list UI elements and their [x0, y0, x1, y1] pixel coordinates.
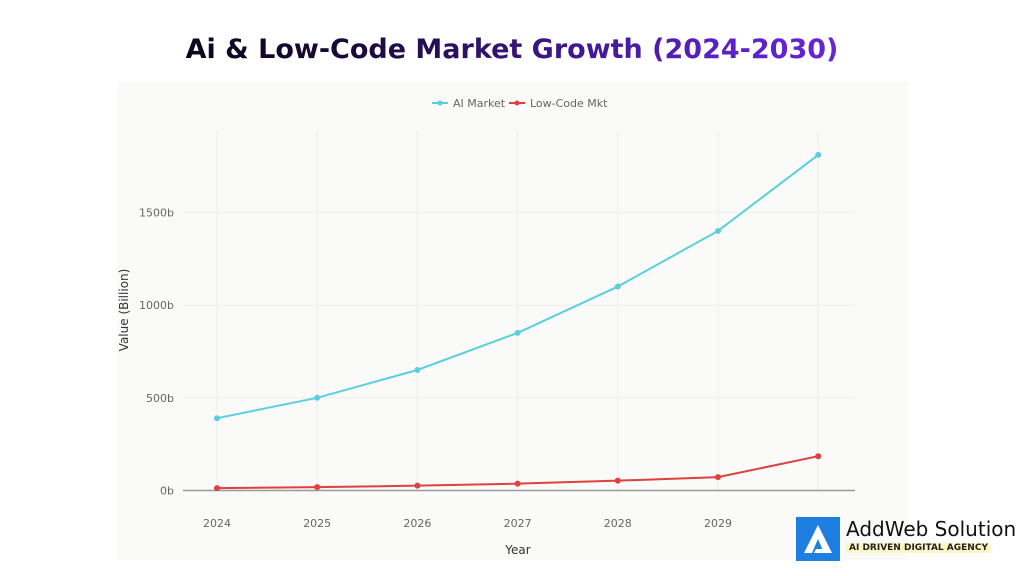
data-point: [414, 482, 421, 489]
x-axis-label: Year: [504, 543, 530, 557]
data-point: [715, 227, 721, 234]
data-point: [514, 329, 521, 336]
data-point: [314, 394, 321, 401]
logo-name: AddWeb Solution: [846, 517, 1017, 541]
x-tick-label: 2029: [704, 517, 732, 530]
logo-tagline: AI DRIVEN DIGITAL AGENCY: [846, 543, 991, 553]
y-axis-label: Value (Billion): [117, 269, 131, 352]
data-point: [214, 485, 220, 492]
x-tick-label: 2024: [203, 517, 231, 530]
brand-logo: AddWeb Solution AI DRIVEN DIGITAL AGENCY: [796, 517, 1024, 561]
legend-marker: [437, 100, 443, 106]
logo-icon: [796, 517, 840, 561]
x-tick-label: 2026: [403, 517, 431, 530]
legend-label: AI Market: [453, 97, 506, 110]
data-point: [514, 480, 521, 487]
y-tick-label: 500b: [146, 392, 174, 405]
data-point: [614, 477, 621, 484]
chart-title: Ai & Low-Code Market Growth (2024-2030): [0, 34, 1024, 65]
data-point: [715, 474, 721, 481]
y-tick-label: 1000b: [139, 299, 174, 312]
data-point: [314, 484, 321, 491]
chart-panel: [117, 82, 908, 560]
data-point: [214, 415, 220, 422]
data-point: [414, 366, 421, 373]
x-tick-label: 2027: [504, 517, 532, 530]
x-tick-label: 2025: [303, 517, 331, 530]
data-point: [815, 151, 822, 158]
x-tick-label: 2028: [604, 517, 632, 530]
data-point: [614, 283, 621, 290]
legend-marker: [514, 100, 520, 106]
data-point: [815, 453, 822, 460]
legend-label: Low-Code Mkt: [530, 97, 608, 110]
y-tick-label: 0b: [160, 485, 174, 498]
y-tick-label: 1500b: [139, 206, 174, 219]
